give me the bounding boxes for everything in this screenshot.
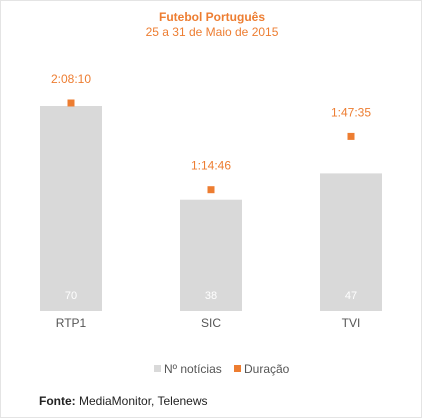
chart-title: Futebol Português <box>159 10 265 24</box>
duration-label-rtp1: 2:08:10 <box>51 72 91 86</box>
source-note: Fonte: MediaMonitor, Telenews <box>39 394 208 408</box>
duration-label-sic: 1:14:46 <box>191 159 231 173</box>
duration-marker-sic <box>207 186 215 194</box>
legend: Nº notícias Duração <box>154 362 290 376</box>
duration-marker-rtp1 <box>67 99 75 107</box>
source-text: MediaMonitor, Telenews <box>79 394 208 408</box>
bar-value-label-sic: 38 <box>205 290 217 302</box>
legend-swatch-n-noticias <box>154 365 161 372</box>
legend-swatch-duracao <box>234 365 241 372</box>
chart-marks: 70 RTP1 2:08:10 38 SIC 1:14:46 47 TVI 1:47:35 <box>40 72 382 330</box>
legend-label-n-noticias: Nº notícias <box>164 362 222 376</box>
legend-label-duracao: Duração <box>244 362 290 376</box>
category-label-rtp1: RTP1 <box>56 316 87 330</box>
bar-value-label-tvi: 47 <box>345 290 357 302</box>
bar-rtp1 <box>40 106 102 311</box>
bar-value-label-rtp1: 70 <box>65 290 77 302</box>
bar-tvi <box>320 173 382 311</box>
source-label: Fonte: <box>39 394 76 408</box>
category-label-tvi: TVI <box>342 316 361 330</box>
bar-sic <box>180 199 242 311</box>
chart-subtitle: 25 a 31 de Maio de 2015 <box>146 25 279 39</box>
category-label-sic: SIC <box>201 316 221 330</box>
duration-label-tvi: 1:47:35 <box>331 105 371 119</box>
duration-marker-tvi <box>347 132 355 140</box>
